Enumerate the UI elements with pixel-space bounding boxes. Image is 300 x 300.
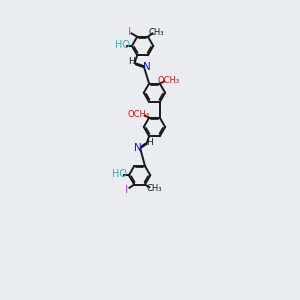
Text: OCH₃: OCH₃ [158,76,180,85]
Text: N: N [134,143,142,153]
Text: OCH₃: OCH₃ [128,110,150,119]
Text: H: H [146,138,153,147]
Text: I: I [125,185,128,195]
Text: I: I [128,27,131,37]
Text: N: N [143,61,151,71]
Text: H: H [128,57,135,66]
Text: CH₃: CH₃ [148,28,164,37]
Text: CH₃: CH₃ [146,184,162,193]
Text: HO: HO [115,40,130,50]
Text: HO: HO [112,169,127,179]
